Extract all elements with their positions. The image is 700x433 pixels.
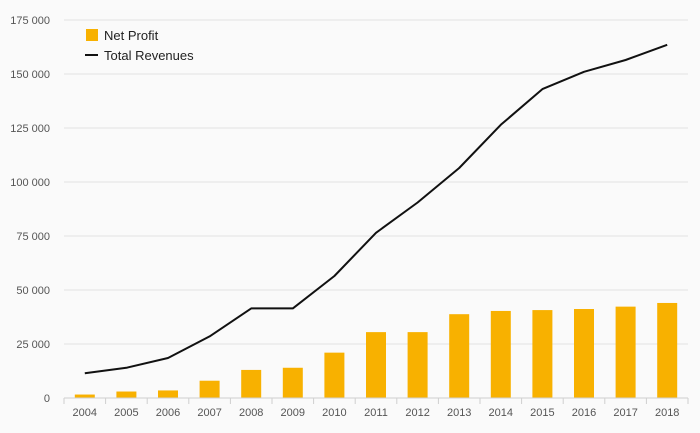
- net-profit-bar: [199, 380, 220, 398]
- x-tick-label: 2007: [197, 407, 221, 419]
- x-tick-label: 2004: [73, 407, 97, 419]
- y-tick-label: 75 000: [16, 231, 50, 243]
- y-tick-label: 150 000: [10, 69, 50, 81]
- y-tick-label: 25 000: [16, 339, 50, 351]
- net-profit-bar: [116, 391, 137, 398]
- x-tick-label: 2008: [239, 407, 263, 419]
- total-revenues-line: [84, 43, 668, 375]
- legend-label-total-revenues: Total Revenues: [104, 48, 194, 63]
- x-tick-label: 2012: [405, 407, 429, 419]
- x-tick-label: 2018: [655, 407, 679, 419]
- axes: 0 25 000 50 000 75 000 100 000 125 000 150 000…: [10, 15, 689, 419]
- x-tick-label: 2010: [322, 407, 346, 419]
- legend-label-net-profit: Net Profit: [104, 28, 159, 43]
- x-tick-label: 2016: [572, 407, 596, 419]
- gridlines: [64, 19, 688, 345]
- net-profit-bar: [74, 394, 95, 398]
- net-profit-bar: [615, 306, 636, 398]
- x-tick-label: 2015: [530, 407, 554, 419]
- y-tick-label: 100 000: [10, 177, 50, 189]
- y-tick-label: 175 000: [10, 15, 50, 27]
- x-tick-label: 2011: [364, 407, 388, 419]
- y-tick-label: 50 000: [16, 285, 50, 297]
- y-tick-label: 0: [44, 393, 50, 405]
- net-profit-bar: [657, 302, 678, 398]
- net-profit-bar: [532, 310, 553, 398]
- x-tick-label: 2006: [156, 407, 180, 419]
- legend: Net Profit Total Revenues: [85, 28, 194, 63]
- x-tick-label: 2017: [613, 407, 637, 419]
- net-profit-bar: [158, 390, 178, 398]
- net-profit-bars: [74, 302, 678, 398]
- net-profit-bar: [574, 309, 594, 398]
- x-tick-label: 2009: [281, 407, 305, 419]
- x-tick-label: 2013: [447, 407, 471, 419]
- total-revenues-line-group: [84, 43, 668, 375]
- net-profit-bar: [366, 332, 386, 398]
- net-profit-bar: [449, 314, 470, 398]
- legend-swatch-net-profit: [86, 29, 98, 41]
- x-tick-label: 2005: [114, 407, 138, 419]
- net-profit-bar: [282, 367, 303, 398]
- net-profit-bar: [490, 310, 511, 398]
- net-profit-bar: [324, 352, 345, 398]
- net-profit-bar: [407, 332, 428, 398]
- x-tick-label: 2014: [489, 407, 513, 419]
- y-tick-label: 125 000: [10, 123, 50, 135]
- net-profit-bar: [241, 369, 262, 398]
